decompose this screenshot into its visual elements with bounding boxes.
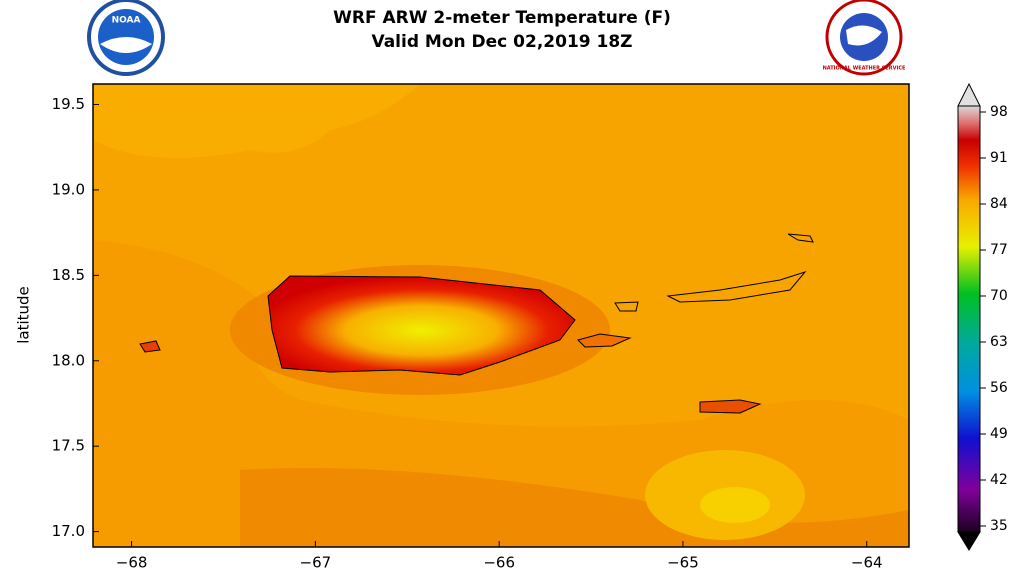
y-tick-label: 19.0 [52, 180, 85, 198]
nws-logo: NATIONAL WEATHER SERVICE [823, 0, 906, 76]
x-tick-label: −64 [851, 554, 883, 572]
colorbar-tick-label: 42 [990, 472, 1008, 488]
x-tick-label: −67 [300, 554, 332, 572]
y-tick-label: 18.5 [52, 266, 85, 284]
subtitle: Valid Mon Dec 02,2019 18Z [371, 32, 632, 52]
map-area [92, 83, 910, 548]
colorbar-tick-label: 35 [990, 518, 1008, 534]
logo-text: NATIONAL WEATHER SERVICE [823, 66, 906, 72]
colorbar-tick-label: 91 [990, 150, 1008, 166]
colorbar [957, 82, 981, 551]
logo-text: NOAA [112, 16, 141, 26]
colorbar-tick-label: 63 [990, 334, 1008, 350]
colorbar-tick-label: 56 [990, 380, 1008, 396]
x-tick-label: −65 [667, 554, 699, 572]
y-axis-label: latitude [15, 286, 33, 344]
x-tick-label: −68 [116, 554, 148, 572]
colorbar-tick-label: 70 [990, 288, 1008, 304]
y-tick-label: 17.5 [52, 437, 85, 455]
title: WRF ARW 2-meter Temperature (F) [333, 8, 671, 28]
colorbar-tick-label: 84 [990, 196, 1008, 212]
y-tick-label: 19.5 [52, 95, 85, 113]
noaa-logo: NOAA [87, 0, 165, 76]
x-tick-label: −66 [483, 554, 515, 572]
colorbar-tick-label: 77 [990, 242, 1008, 258]
y-tick-label: 18.0 [52, 351, 85, 369]
y-tick-label: 17.0 [52, 522, 85, 540]
colorbar-tick-label: 98 [990, 104, 1008, 120]
colorbar-tick-label: 49 [990, 426, 1008, 442]
